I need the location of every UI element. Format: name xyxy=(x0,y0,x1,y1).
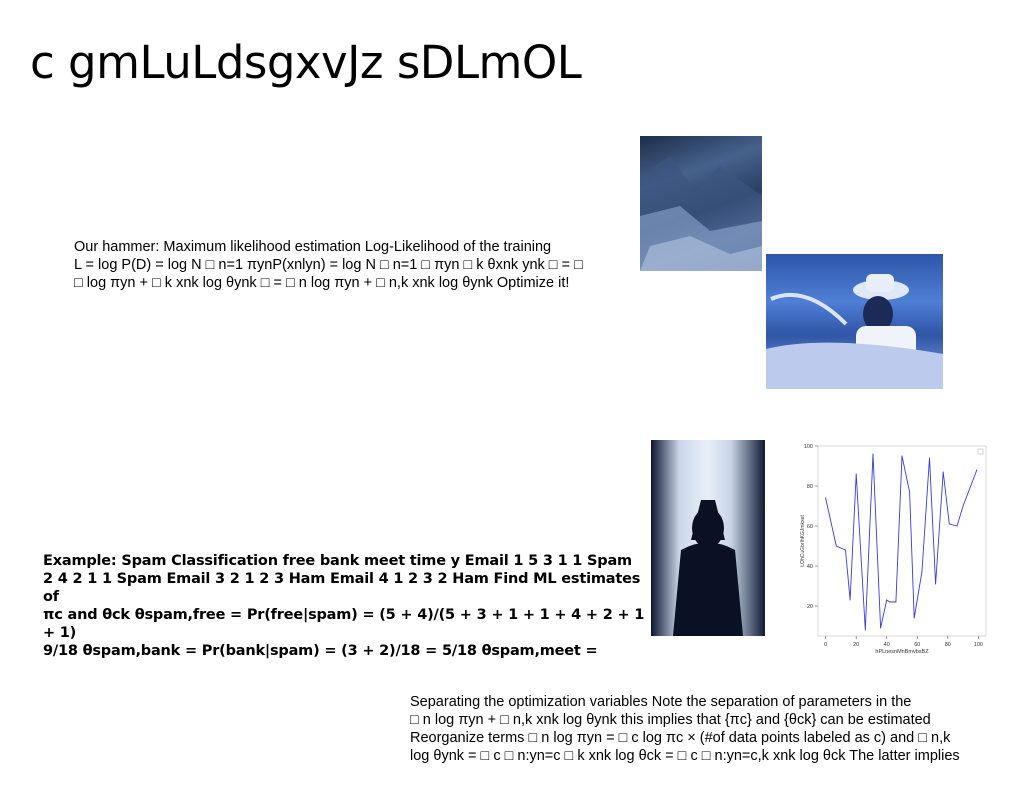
x-axis-label: hPLnesnMnBmvbsBZ xyxy=(875,649,929,655)
data-point xyxy=(886,599,888,601)
data-point xyxy=(895,601,897,603)
x-tick-label: 40 xyxy=(884,642,890,648)
data-point xyxy=(835,545,837,547)
data-point xyxy=(872,453,874,455)
y-tick-label: 100 xyxy=(804,444,813,450)
y-tick-label: 40 xyxy=(807,564,813,570)
x-tick-label: 0 xyxy=(824,642,827,648)
series-line xyxy=(825,453,978,631)
y-tick-label: 60 xyxy=(807,524,813,530)
data-point xyxy=(948,523,950,525)
separation-text-block: Separating the optimization variables No… xyxy=(410,694,960,764)
data-point xyxy=(849,599,851,601)
y-tick-label: 20 xyxy=(807,604,813,610)
data-point xyxy=(921,571,923,573)
data-point xyxy=(855,473,857,475)
plot-frame xyxy=(817,445,987,637)
mle-text-block: Our hammer: Maximum likelihood estimatio… xyxy=(74,239,583,291)
data-point xyxy=(864,629,866,631)
y-tick-label: 80 xyxy=(807,484,813,490)
data-point xyxy=(889,601,891,603)
data-point xyxy=(962,505,964,507)
canyon-photo xyxy=(640,136,762,271)
data-point xyxy=(909,491,911,493)
x-tick-label: 60 xyxy=(914,642,920,648)
x-tick-label: 100 xyxy=(974,642,983,648)
data-point xyxy=(844,549,846,551)
window-silhouette-photo xyxy=(651,440,765,636)
cowboy-car-photo xyxy=(766,254,943,389)
line-chart: 0 20 40 60 80 100 20 40 60 80 100 hPLnesnMnBmvbsBZ L… xyxy=(800,444,987,655)
slide-title: c gmLuLdsgxvJz sDLmOL xyxy=(30,36,582,89)
y-axis-label: LOhCuGbrIhKGJmkxet xyxy=(800,515,806,567)
data-point xyxy=(976,469,978,471)
x-tick-label: 80 xyxy=(945,642,951,648)
data-point xyxy=(901,455,903,457)
data-point xyxy=(880,627,882,629)
x-tick-label: 20 xyxy=(853,642,859,648)
data-point xyxy=(825,497,827,499)
spam-example-block: Example: Spam Classification free bank m… xyxy=(43,553,645,659)
data-point xyxy=(956,525,958,527)
data-point xyxy=(913,617,915,619)
legend-box xyxy=(977,448,984,455)
data-point xyxy=(942,471,944,473)
data-point xyxy=(928,457,930,459)
data-point xyxy=(935,583,937,585)
